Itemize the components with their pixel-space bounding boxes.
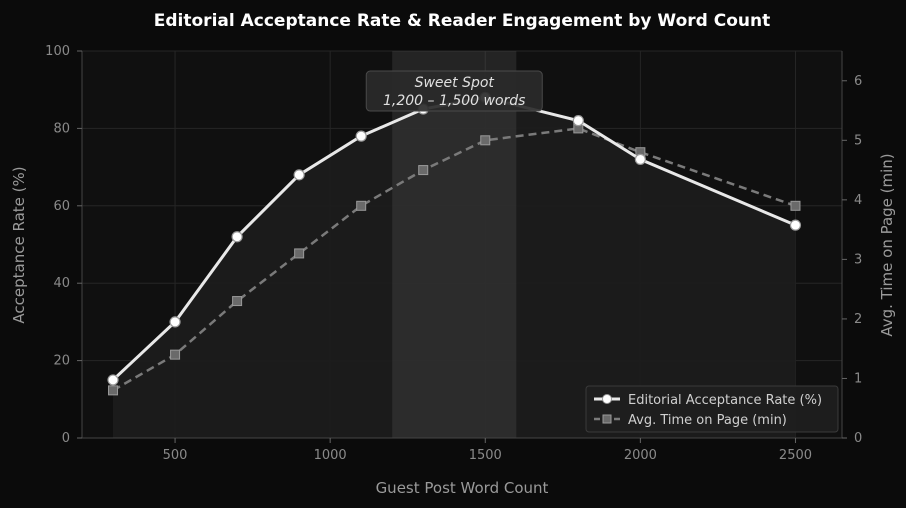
legend-label-acceptance-rate: Editorial Acceptance Rate (%) bbox=[628, 393, 822, 408]
x-tick-label: 1500 bbox=[469, 448, 502, 463]
y-right-tick-label: 1 bbox=[854, 371, 862, 386]
data-point-acceptance-rate bbox=[107, 374, 119, 386]
data-point-acceptance-rate bbox=[293, 169, 305, 181]
data-point-acceptance-rate bbox=[789, 219, 802, 231]
y-right-tick-label: 0 bbox=[854, 431, 862, 446]
y-left-tick-label: 100 bbox=[45, 44, 70, 59]
data-point-acceptance-rate bbox=[572, 115, 584, 127]
y-left-tick-label: 80 bbox=[53, 121, 70, 136]
series-line-acceptance-rate bbox=[111, 95, 797, 382]
y-right-tick-label: 5 bbox=[854, 133, 862, 148]
x-tick-label: 2500 bbox=[779, 448, 812, 463]
data-point-time-on-page bbox=[480, 135, 491, 146]
data-point-time-on-page bbox=[790, 200, 801, 211]
annotation-subtitle: 1,200 – 1,500 words bbox=[383, 93, 525, 109]
y-right-tick-label: 6 bbox=[854, 74, 862, 89]
legend-box bbox=[585, 385, 839, 433]
data-point-time-on-page bbox=[356, 200, 367, 211]
x-tick-label: 2000 bbox=[624, 448, 657, 463]
legend-swatch-acceptance-marker bbox=[602, 394, 612, 404]
annotation-title: Sweet Spot bbox=[415, 75, 495, 91]
data-point-time-on-page bbox=[294, 248, 305, 259]
data-point-acceptance-rate bbox=[634, 153, 646, 165]
legend-label-time-on-page: Avg. Time on Page (min) bbox=[628, 413, 787, 428]
data-point-time-on-page bbox=[418, 165, 429, 176]
data-point-time-on-page bbox=[108, 385, 119, 396]
y-left-tick-label: 0 bbox=[62, 431, 70, 446]
y-right-tick-label: 4 bbox=[854, 193, 862, 208]
y-left-tick-label: 20 bbox=[53, 354, 70, 369]
data-point-acceptance-rate bbox=[231, 231, 243, 243]
data-point-time-on-page bbox=[170, 349, 181, 360]
data-point-time-on-page bbox=[232, 296, 243, 307]
y-right-tick-label: 3 bbox=[854, 252, 862, 267]
y-left-tick-label: 40 bbox=[53, 276, 70, 291]
chart-title: Editorial Acceptance Rate & Reader Engag… bbox=[154, 11, 770, 31]
sweet-spot-band bbox=[392, 51, 517, 438]
y-axis-right-label: Avg. Time on Page (min) bbox=[878, 153, 896, 336]
y-right-tick-label: 2 bbox=[854, 312, 862, 327]
x-tick-label: 500 bbox=[163, 448, 188, 463]
y-axis-left-label: Acceptance Rate (%) bbox=[10, 166, 28, 323]
plot-area: 500 1000 1500 2000 25000204060801000123456Sw… bbox=[45, 44, 862, 463]
y-left-tick-label: 60 bbox=[53, 199, 70, 214]
data-point-acceptance-rate bbox=[355, 130, 367, 142]
series-area-fill bbox=[113, 97, 796, 438]
data-point-acceptance-rate bbox=[169, 316, 181, 328]
x-tick-label: 1000 bbox=[314, 448, 347, 463]
x-axis-label: Guest Post Word Count bbox=[376, 479, 549, 497]
legend-swatch-time-marker bbox=[602, 414, 612, 424]
annotation-box bbox=[365, 70, 543, 112]
